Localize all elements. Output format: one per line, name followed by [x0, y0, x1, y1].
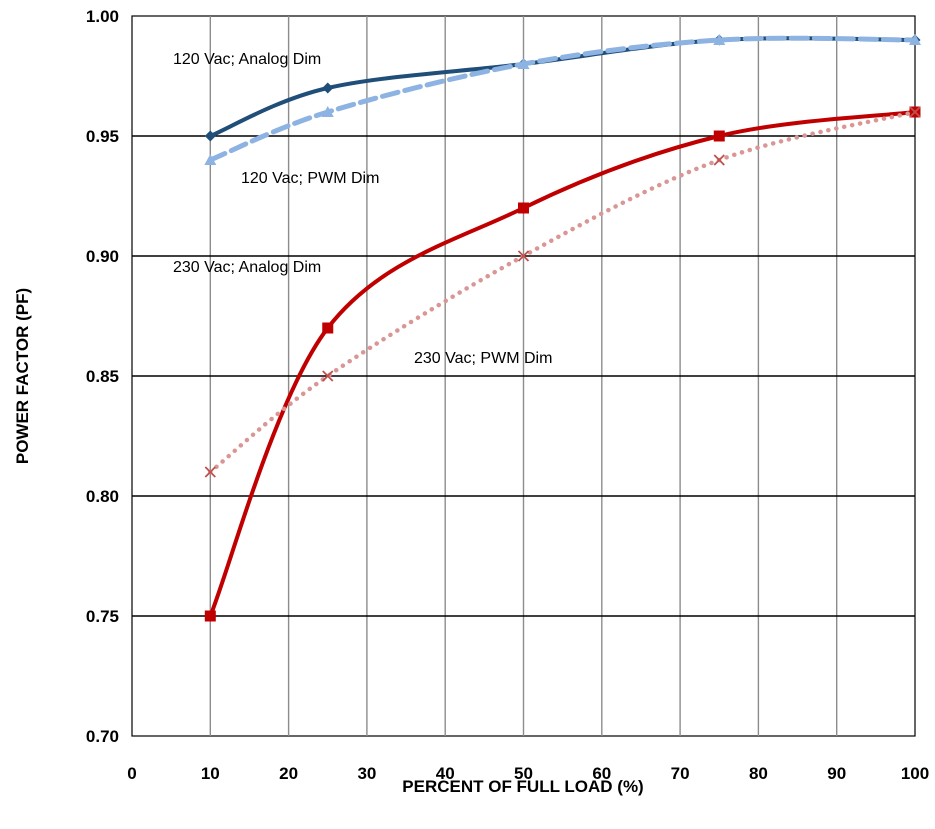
x-tick-label: 60 — [592, 764, 611, 783]
x-tick-label: 0 — [127, 764, 136, 783]
data-point — [204, 154, 217, 165]
data-point — [909, 34, 921, 45]
series-line — [208, 110, 917, 618]
x-tick-label: 70 — [671, 764, 690, 783]
y-axis-title: POWER FACTOR (PF) — [13, 288, 32, 464]
data-point — [517, 250, 530, 262]
annotation-120-pwm: 120 Vac; PWM Dim — [241, 170, 379, 187]
x-tick-label: 40 — [436, 764, 455, 783]
data-point — [321, 106, 334, 117]
data-point — [909, 106, 921, 118]
data-point — [204, 466, 216, 478]
y-tick-label: 0.90 — [86, 247, 119, 266]
x-tick-label: 50 — [514, 764, 533, 783]
series-group — [204, 34, 921, 622]
x-tick-label: 10 — [201, 764, 220, 783]
y-tick-label: 0.85 — [86, 367, 119, 386]
x-tick-label: 80 — [749, 764, 768, 783]
data-point — [322, 370, 334, 382]
data-point — [322, 82, 334, 94]
x-tick-label: 90 — [827, 764, 846, 783]
data-point — [204, 610, 216, 622]
series-4 — [204, 106, 921, 478]
x-tick-label: 100 — [901, 764, 929, 783]
data-point — [713, 34, 726, 45]
annotation-120-analog: 120 Vac; Analog Dim — [173, 51, 321, 68]
x-axis-title: PERCENT OF FULL LOAD (%) — [402, 777, 643, 796]
y-tick-label: 1.00 — [86, 7, 119, 26]
x-tick-label: 30 — [357, 764, 376, 783]
x-tick-label: 20 — [279, 764, 298, 783]
series-2 — [204, 34, 921, 165]
y-tick-label: 0.75 — [86, 607, 119, 626]
data-point — [713, 154, 725, 166]
data-point — [204, 130, 216, 142]
annotation-230-analog: 230 Vac; Analog Dim — [173, 259, 321, 276]
data-point — [713, 130, 725, 142]
data-point — [517, 58, 530, 69]
y-tick-labels: 0.70 0.75 0.80 0.85 0.90 0.95 1.00 — [86, 7, 119, 746]
x-tick-labels: 0 10 20 30 40 50 60 70 80 90 100 — [127, 764, 929, 783]
annotation-230-pwm: 230 Vac; PWM Dim — [414, 350, 552, 367]
data-point — [518, 202, 529, 214]
y-tick-label: 0.95 — [86, 127, 119, 146]
y-tick-label: 0.80 — [86, 487, 119, 506]
data-point — [322, 322, 334, 334]
y-tick-label: 0.70 — [86, 727, 119, 746]
